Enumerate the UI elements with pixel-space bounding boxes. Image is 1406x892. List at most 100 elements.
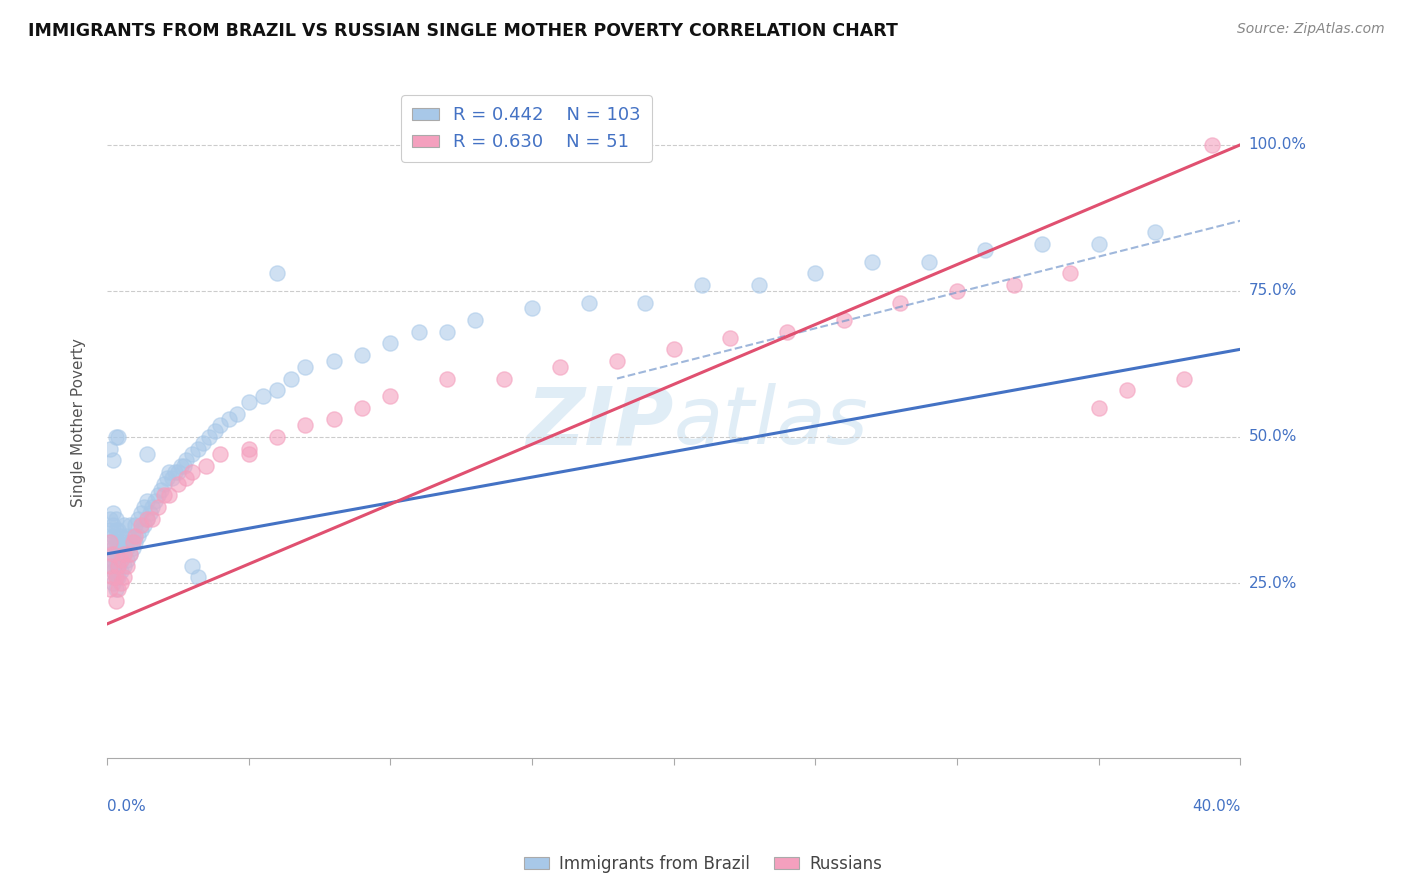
Point <box>280 371 302 385</box>
Point <box>149 483 172 497</box>
Point <box>181 558 204 573</box>
Point <box>352 348 374 362</box>
Point <box>112 547 135 561</box>
Text: atlas: atlas <box>673 384 869 461</box>
Point <box>101 529 124 543</box>
Point <box>110 565 132 579</box>
Point <box>104 535 127 549</box>
Point <box>141 512 163 526</box>
Point <box>127 512 149 526</box>
Point <box>1087 401 1109 415</box>
Point <box>101 506 124 520</box>
Point <box>98 558 121 573</box>
Point <box>135 512 157 526</box>
Point <box>152 488 174 502</box>
Point <box>101 547 124 561</box>
Point <box>860 254 883 268</box>
Point <box>209 418 232 433</box>
Point <box>155 471 177 485</box>
Point <box>157 465 180 479</box>
Point <box>492 371 515 385</box>
Point <box>110 541 132 555</box>
Point <box>146 488 169 502</box>
Point <box>776 325 799 339</box>
Point <box>1031 237 1053 252</box>
Point <box>170 459 193 474</box>
Point <box>107 535 129 549</box>
Point <box>118 535 141 549</box>
Point <box>101 570 124 584</box>
Point <box>104 582 127 596</box>
Point <box>238 448 260 462</box>
Point <box>101 517 124 532</box>
Text: Source: ZipAtlas.com: Source: ZipAtlas.com <box>1237 22 1385 37</box>
Point <box>141 500 163 514</box>
Point <box>101 565 124 579</box>
Point <box>918 254 941 268</box>
Point <box>110 576 132 591</box>
Point <box>550 359 572 374</box>
Text: 25.0%: 25.0% <box>1249 575 1296 591</box>
Point <box>380 336 402 351</box>
Point <box>266 430 288 444</box>
Point <box>101 541 124 555</box>
Point <box>266 266 288 280</box>
Point <box>408 325 430 339</box>
Point <box>110 552 132 566</box>
Point <box>115 552 138 566</box>
Legend: R = 0.442    N = 103, R = 0.630    N = 51: R = 0.442 N = 103, R = 0.630 N = 51 <box>401 95 652 162</box>
Point <box>107 582 129 596</box>
Point <box>662 343 685 357</box>
Point <box>520 301 543 316</box>
Point <box>98 582 121 596</box>
Point <box>173 459 195 474</box>
Text: ZIP: ZIP <box>526 384 673 461</box>
Point <box>294 418 316 433</box>
Point <box>238 442 260 456</box>
Point <box>98 442 121 456</box>
Point <box>121 529 143 543</box>
Point <box>187 570 209 584</box>
Point <box>634 295 657 310</box>
Point <box>294 359 316 374</box>
Point <box>98 535 121 549</box>
Point <box>157 488 180 502</box>
Point <box>322 412 344 426</box>
Point <box>112 547 135 561</box>
Point <box>118 517 141 532</box>
Point <box>107 558 129 573</box>
Point <box>110 552 132 566</box>
Point <box>110 529 132 543</box>
Point <box>436 371 458 385</box>
Point <box>218 412 240 426</box>
Text: 75.0%: 75.0% <box>1249 284 1296 299</box>
Point <box>124 517 146 532</box>
Point <box>104 512 127 526</box>
Point <box>129 506 152 520</box>
Text: 50.0%: 50.0% <box>1249 429 1296 444</box>
Point <box>176 453 198 467</box>
Point <box>98 535 121 549</box>
Point <box>322 354 344 368</box>
Point <box>121 535 143 549</box>
Point <box>226 407 249 421</box>
Point <box>1116 383 1139 397</box>
Point <box>209 448 232 462</box>
Point <box>380 389 402 403</box>
Point <box>98 558 121 573</box>
Point <box>946 284 969 298</box>
Point <box>98 547 121 561</box>
Point <box>138 506 160 520</box>
Point <box>832 313 855 327</box>
Point <box>115 558 138 573</box>
Point <box>181 448 204 462</box>
Point <box>127 529 149 543</box>
Point <box>101 552 124 566</box>
Point <box>1173 371 1195 385</box>
Point <box>115 541 138 555</box>
Point <box>104 570 127 584</box>
Point <box>718 331 741 345</box>
Point <box>112 535 135 549</box>
Point <box>124 529 146 543</box>
Point <box>118 547 141 561</box>
